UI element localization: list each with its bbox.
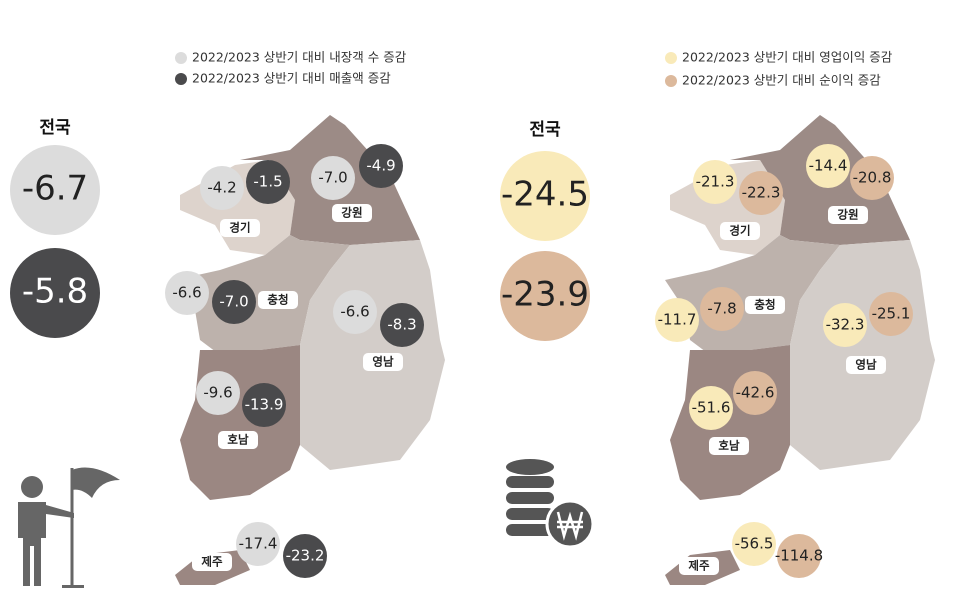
region-name: 강원: [341, 206, 362, 220]
region-bubble: [655, 298, 699, 342]
legend-swatch: [665, 52, 677, 64]
region-tag: [828, 206, 868, 224]
region-bubble: [359, 144, 403, 188]
region-name: 영남: [372, 355, 394, 369]
region-bubble: [236, 522, 280, 566]
region-value: -6.6: [340, 303, 369, 321]
region-value: -1.5: [253, 173, 282, 191]
national-bubble: [10, 248, 100, 338]
region-tag: [745, 296, 785, 314]
region-value: -9.6: [203, 384, 232, 402]
region-value: -7.0: [219, 293, 248, 311]
national-label: 전국: [39, 118, 71, 138]
region-bubble: [283, 534, 327, 578]
region-value: -23.2: [286, 547, 325, 565]
region-name: 제주: [201, 555, 223, 569]
region-value: -56.5: [735, 535, 774, 553]
region-name: 호남: [718, 439, 740, 453]
legend-label: 2022/2023 상반기 대비 순이익 증감: [682, 73, 881, 88]
region-bubble: [806, 144, 850, 188]
region-bubble: [200, 166, 244, 210]
national-value: -6.7: [22, 169, 88, 209]
region-bubble: [700, 287, 744, 331]
region-bubble: [732, 522, 776, 566]
national-value: -5.8: [22, 272, 88, 312]
legend-swatch: [665, 75, 677, 87]
region-value: -32.3: [826, 316, 865, 334]
region-tag: [846, 356, 886, 374]
region-value: -4.9: [366, 157, 395, 175]
region-tag: [192, 553, 232, 571]
region-bubble: [246, 160, 290, 204]
legend-label: 2022/2023 상반기 대비 매출액 증감: [192, 71, 391, 86]
national-label: 전국: [529, 120, 561, 140]
region-value: -114.8: [775, 547, 823, 565]
region-tag: [709, 437, 749, 455]
national-bubble: [500, 151, 590, 241]
region-name: 강원: [837, 208, 858, 222]
region-value: -7.8: [707, 300, 736, 318]
region-bubble: [380, 303, 424, 347]
region-tag: [220, 219, 260, 237]
region-value: -8.3: [387, 316, 416, 334]
region-value: -4.2: [207, 179, 236, 197]
region-bubble: [850, 156, 894, 200]
region-bubble: [311, 156, 355, 200]
region-bubble: [739, 171, 783, 215]
region-bubble: [777, 534, 821, 578]
region-value: -22.3: [742, 184, 781, 202]
legend-label: 2022/2023 상반기 대비 내장객 수 증감: [192, 50, 407, 65]
region-value: -7.0: [318, 169, 347, 187]
region-bubble: [196, 371, 240, 415]
region-value: -14.4: [809, 157, 848, 175]
region-value: -13.9: [245, 396, 284, 414]
region-name: 경기: [729, 224, 750, 238]
region-name: 호남: [227, 433, 249, 447]
national-bubble: [500, 251, 590, 341]
region-bubble: [212, 280, 256, 324]
region-name: 충청: [267, 293, 288, 307]
legend-swatch: [175, 73, 187, 85]
region-bubble: [693, 160, 737, 204]
region-name: 경기: [229, 221, 250, 235]
region-value: -21.3: [696, 173, 735, 191]
region-value: -25.1: [872, 305, 911, 323]
region-bubble: [823, 303, 867, 347]
region-name: 제주: [688, 559, 710, 573]
region-name: 충청: [754, 298, 775, 312]
region-value: -17.4: [239, 535, 278, 553]
region-bubble: [333, 290, 377, 334]
region-bubble: [242, 383, 286, 427]
legend-swatch: [175, 52, 187, 64]
national-value: -24.5: [501, 175, 589, 215]
region-value: -42.6: [736, 384, 775, 402]
region-bubble: [869, 292, 913, 336]
region-value: -20.8: [853, 169, 892, 187]
region-tag: [720, 222, 760, 240]
national-value: -23.9: [501, 275, 589, 315]
region-tag: [679, 557, 719, 575]
region-bubble: [689, 386, 733, 430]
region-tag: [363, 353, 403, 371]
region-value: -6.6: [172, 284, 201, 302]
national-bubble: [10, 145, 100, 235]
region-bubble: [733, 371, 777, 415]
region-tag: [332, 204, 372, 222]
region-bubble: [165, 271, 209, 315]
region-tag: [218, 431, 258, 449]
region-name: 영남: [855, 358, 877, 372]
region-tag: [258, 291, 298, 309]
region-value: -11.7: [658, 311, 697, 329]
legend-label: 2022/2023 상반기 대비 영업이익 증감: [682, 50, 893, 65]
icons: [18, 459, 595, 588]
region-value: -51.6: [692, 399, 731, 417]
